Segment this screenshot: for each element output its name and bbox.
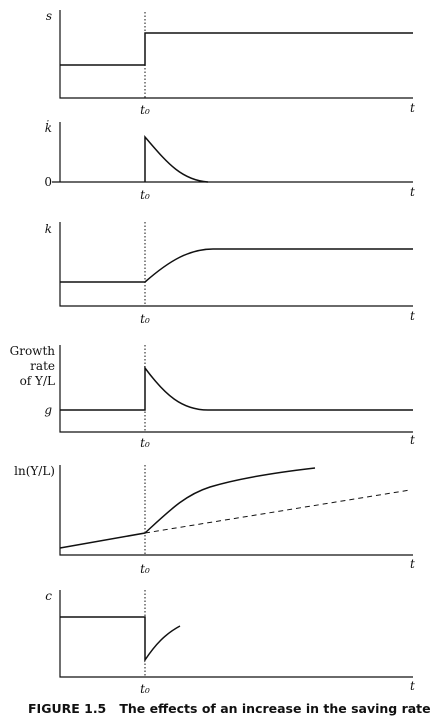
- axes-k: [60, 222, 413, 306]
- figure-caption: FIGURE 1.5 The effects of an increase in…: [28, 701, 431, 716]
- axes-ln: [60, 465, 413, 555]
- line-kdot: [145, 137, 208, 182]
- zero-label-kdot: 0: [44, 175, 52, 189]
- axes-growth: [60, 345, 413, 432]
- y-label-ln: ln(Y/L): [14, 464, 55, 478]
- t0-label-kdot: t₀: [140, 188, 150, 202]
- t0-label-growth: t₀: [140, 436, 150, 450]
- line-growth: [60, 368, 413, 410]
- t0-label-ln: t₀: [140, 562, 150, 576]
- panel-saving-rate: s t₀ t: [46, 9, 415, 117]
- t-label-kdot: t: [410, 185, 415, 199]
- line-ln-actual: [60, 468, 315, 548]
- panel-k: k t₀ t: [45, 222, 415, 326]
- panel-consumption: c t₀ t: [45, 589, 415, 696]
- t0-label-c: t₀: [140, 682, 150, 696]
- line-s: [60, 33, 413, 65]
- g-label: g: [44, 403, 52, 417]
- y-label-growth-line2: rate: [30, 359, 55, 373]
- y-label-s: s: [46, 9, 52, 23]
- t-label-c: t: [410, 679, 415, 693]
- panel-growth-rate: Growth rate of Y/L g t₀ t: [10, 344, 415, 450]
- y-label-c: c: [45, 589, 52, 603]
- line-ln-old-path: [145, 490, 410, 533]
- t-label-k: t: [410, 309, 415, 323]
- line-c: [60, 617, 180, 660]
- t-label-s: t: [410, 101, 415, 115]
- t-label-growth: t: [410, 433, 415, 447]
- y-label-growth-line1: Growth: [10, 344, 56, 358]
- panel-ln-output: ln(Y/L) t₀ t: [14, 464, 415, 576]
- axes-c: [60, 590, 413, 677]
- t0-label-k: t₀: [140, 312, 150, 326]
- axes-s: [60, 10, 413, 98]
- t0-label-s: t₀: [140, 103, 150, 117]
- y-label-k: k: [45, 222, 52, 236]
- t-label-ln: t: [410, 557, 415, 571]
- y-label-kdot: k̇: [45, 118, 52, 135]
- y-label-growth-line3: of Y/L: [20, 374, 55, 388]
- line-k: [60, 249, 413, 282]
- panel-k-dot: k̇ 0 t₀ t: [44, 118, 415, 202]
